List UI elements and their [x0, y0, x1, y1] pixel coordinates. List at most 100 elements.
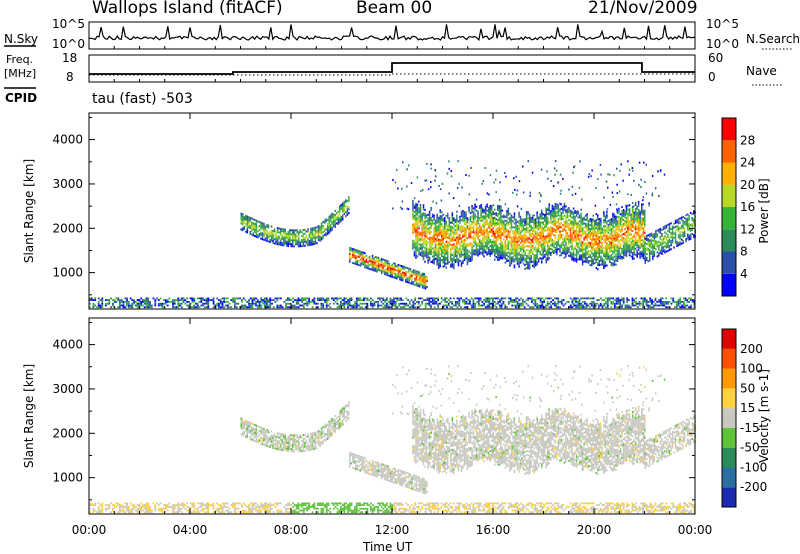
- power-cell: [587, 227, 590, 230]
- power-cell: [284, 228, 286, 231]
- power-cell: [536, 237, 538, 240]
- power-cell: [438, 228, 440, 231]
- power-cell: [563, 206, 566, 209]
- power-cell: [319, 235, 321, 238]
- power-cell: [565, 229, 567, 232]
- power-cell: [450, 170, 453, 172]
- power-cell: [587, 241, 590, 244]
- power-cell: [248, 216, 250, 219]
- power-cell: [349, 250, 351, 253]
- power-cell: [575, 252, 578, 255]
- power-cell: [433, 214, 435, 217]
- power-cell: [454, 249, 457, 251]
- power-cell: [457, 224, 460, 227]
- power-cell: [378, 299, 381, 301]
- power-cell: [586, 243, 588, 246]
- power-cell: [339, 213, 341, 216]
- power-cell: [592, 262, 594, 265]
- power-cell: [606, 212, 608, 215]
- power-cell: [425, 244, 428, 247]
- power-cell: [415, 236, 417, 239]
- power-cell: [307, 244, 309, 247]
- power-cell: [533, 242, 535, 245]
- power-cell: [603, 233, 605, 236]
- power-cell: [560, 207, 563, 210]
- power-cell: [528, 253, 531, 256]
- power-cell: [587, 261, 590, 264]
- power-cell: [460, 219, 463, 222]
- power-cell: [667, 241, 669, 244]
- power-cell: [624, 238, 626, 241]
- power-cell: [180, 297, 183, 300]
- power-cell: [264, 306, 266, 309]
- power-cell: [387, 264, 389, 267]
- power-cell: [451, 230, 454, 232]
- power-cell: [471, 211, 473, 214]
- power-cell: [494, 234, 496, 237]
- power-cell: [584, 214, 587, 217]
- power-cell: [677, 220, 680, 223]
- power-cell: [548, 229, 550, 232]
- power-cell: [636, 207, 638, 210]
- power-cell: [418, 281, 421, 284]
- power-cell: [430, 231, 432, 233]
- power-cell: [509, 236, 511, 239]
- power-cell: [334, 209, 336, 212]
- power-cell: [261, 226, 264, 229]
- power-cell: [518, 237, 520, 240]
- power-cell: [658, 230, 660, 233]
- power-cell: [433, 238, 435, 241]
- power-cell: [616, 192, 619, 195]
- power-cell: [439, 261, 441, 264]
- power-cell: [524, 238, 526, 240]
- power-cell: [521, 252, 523, 255]
- power-cell: [531, 236, 534, 239]
- power-cell: [373, 269, 375, 272]
- power-cell: [682, 223, 684, 226]
- power-cell: [387, 274, 389, 277]
- power-cell: [145, 297, 148, 300]
- power-cell: [427, 231, 429, 234]
- power-cell: [575, 240, 578, 243]
- power-cell: [644, 235, 646, 238]
- power-cell: [270, 235, 273, 238]
- power-cell: [531, 228, 534, 231]
- power-cell: [260, 225, 262, 228]
- power-cell: [506, 228, 508, 231]
- power-cell: [419, 251, 422, 254]
- power-cell: [233, 304, 236, 307]
- power-cell: [391, 271, 393, 274]
- power-cell: [314, 242, 317, 245]
- power-cell: [448, 225, 451, 228]
- power-cell: [646, 253, 648, 255]
- power-cell: [255, 219, 258, 222]
- power-cell: [376, 260, 378, 263]
- power-cell: [399, 278, 401, 281]
- power-cell: [510, 228, 513, 231]
- power-cell: [436, 221, 438, 224]
- power-cell: [120, 301, 123, 303]
- power-cell: [622, 211, 625, 213]
- power-cell: [575, 244, 578, 247]
- power-cell: [433, 216, 435, 219]
- power-cell: [606, 210, 608, 213]
- power-cell: [630, 229, 632, 232]
- power-cell: [506, 254, 508, 257]
- power-cell: [486, 203, 488, 206]
- power-cell: [677, 218, 680, 221]
- power-cell: [349, 260, 351, 263]
- power-cell: [554, 212, 557, 215]
- power-cell: [343, 297, 346, 300]
- power-cell: [465, 239, 467, 242]
- power-cell: [343, 306, 346, 309]
- power-cell: [584, 236, 587, 239]
- power-cell: [459, 233, 461, 236]
- power-cell: [359, 262, 362, 265]
- power-cell: [142, 299, 144, 301]
- power-cell: [609, 243, 611, 246]
- power-cell: [503, 254, 505, 257]
- power-cell: [484, 213, 487, 216]
- power-cell: [242, 304, 245, 307]
- power-cell: [482, 180, 485, 183]
- power-cell: [560, 234, 563, 237]
